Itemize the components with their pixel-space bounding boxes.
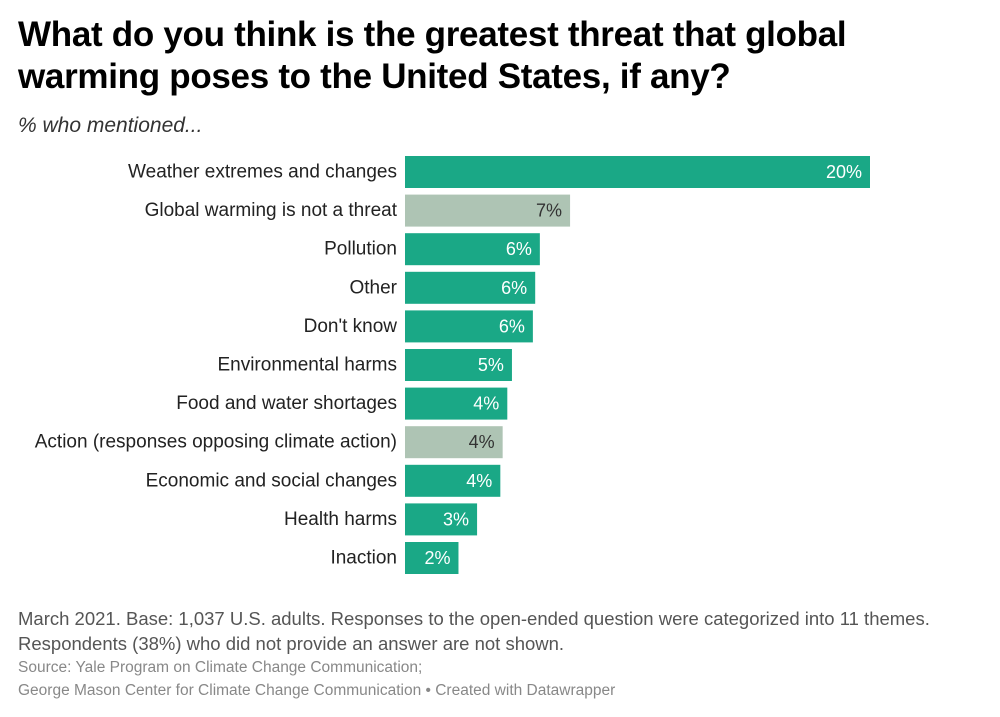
category-label: Environmental harms [217,355,397,376]
bar [405,542,459,574]
value-label: 4% [469,432,495,452]
bar-row: Inaction 2% [330,542,459,574]
bar-row: Economic and social changes 4% [146,464,501,497]
category-label: Other [349,277,397,298]
category-label: Pollution [324,239,397,260]
bar [405,233,540,266]
bar [405,387,508,420]
bar [405,349,512,381]
value-label: 6% [501,278,527,298]
bar-row: Other 6% [349,271,536,304]
value-label: 20% [826,162,862,182]
category-label: Action (responses opposing climate actio… [35,432,397,453]
category-label: Weather extremes and changes [128,162,397,183]
category-label: Don't know [304,316,398,337]
value-label: 2% [424,548,450,568]
chart-source: Source: Yale Program on Climate Change C… [18,656,983,702]
bar-row: Action (responses opposing climate actio… [35,426,503,459]
value-label: 4% [473,394,499,414]
value-label: 4% [466,471,492,491]
category-label: Food and water shortages [176,393,397,414]
bar-chart: Weather extremes and changes 20% Global wa… [35,156,870,574]
bar-row: Weather extremes and changes 20% [128,156,870,188]
value-label: 6% [506,239,532,259]
source-line-1: Source: Yale Program on Climate Change C… [18,659,423,676]
bar [405,194,571,227]
bar-row: Food and water shortages 4% [176,387,508,420]
chart-note: March 2021. Base: 1,037 U.S. adults. Res… [18,608,930,654]
value-label: 3% [443,509,469,529]
category-label: Inaction [330,548,397,569]
bar-row: Don't know 6% [304,310,533,343]
category-label: Global warming is not a threat [145,200,398,221]
chart-subtitle: % who mentioned... [18,114,203,137]
value-label: 5% [478,355,504,375]
bar-row: Health harms 3% [284,503,478,536]
value-label: 6% [499,316,525,336]
category-label: Health harms [284,509,397,530]
bar [405,464,501,497]
bar [405,271,536,304]
bar [405,310,533,343]
source-line-2: George Mason Center for Climate Change C… [18,682,616,699]
chart-title: What do you think is the greatest threat… [18,15,847,96]
category-label: Economic and social changes [146,470,397,491]
bar [405,503,478,536]
bar-row: Environmental harms 5% [217,349,512,381]
bar-row: Global warming is not a threat 7% [145,194,571,227]
value-label: 7% [536,201,562,221]
bar-row: Pollution 6% [324,233,540,266]
bar [405,156,870,188]
bar [405,426,503,459]
